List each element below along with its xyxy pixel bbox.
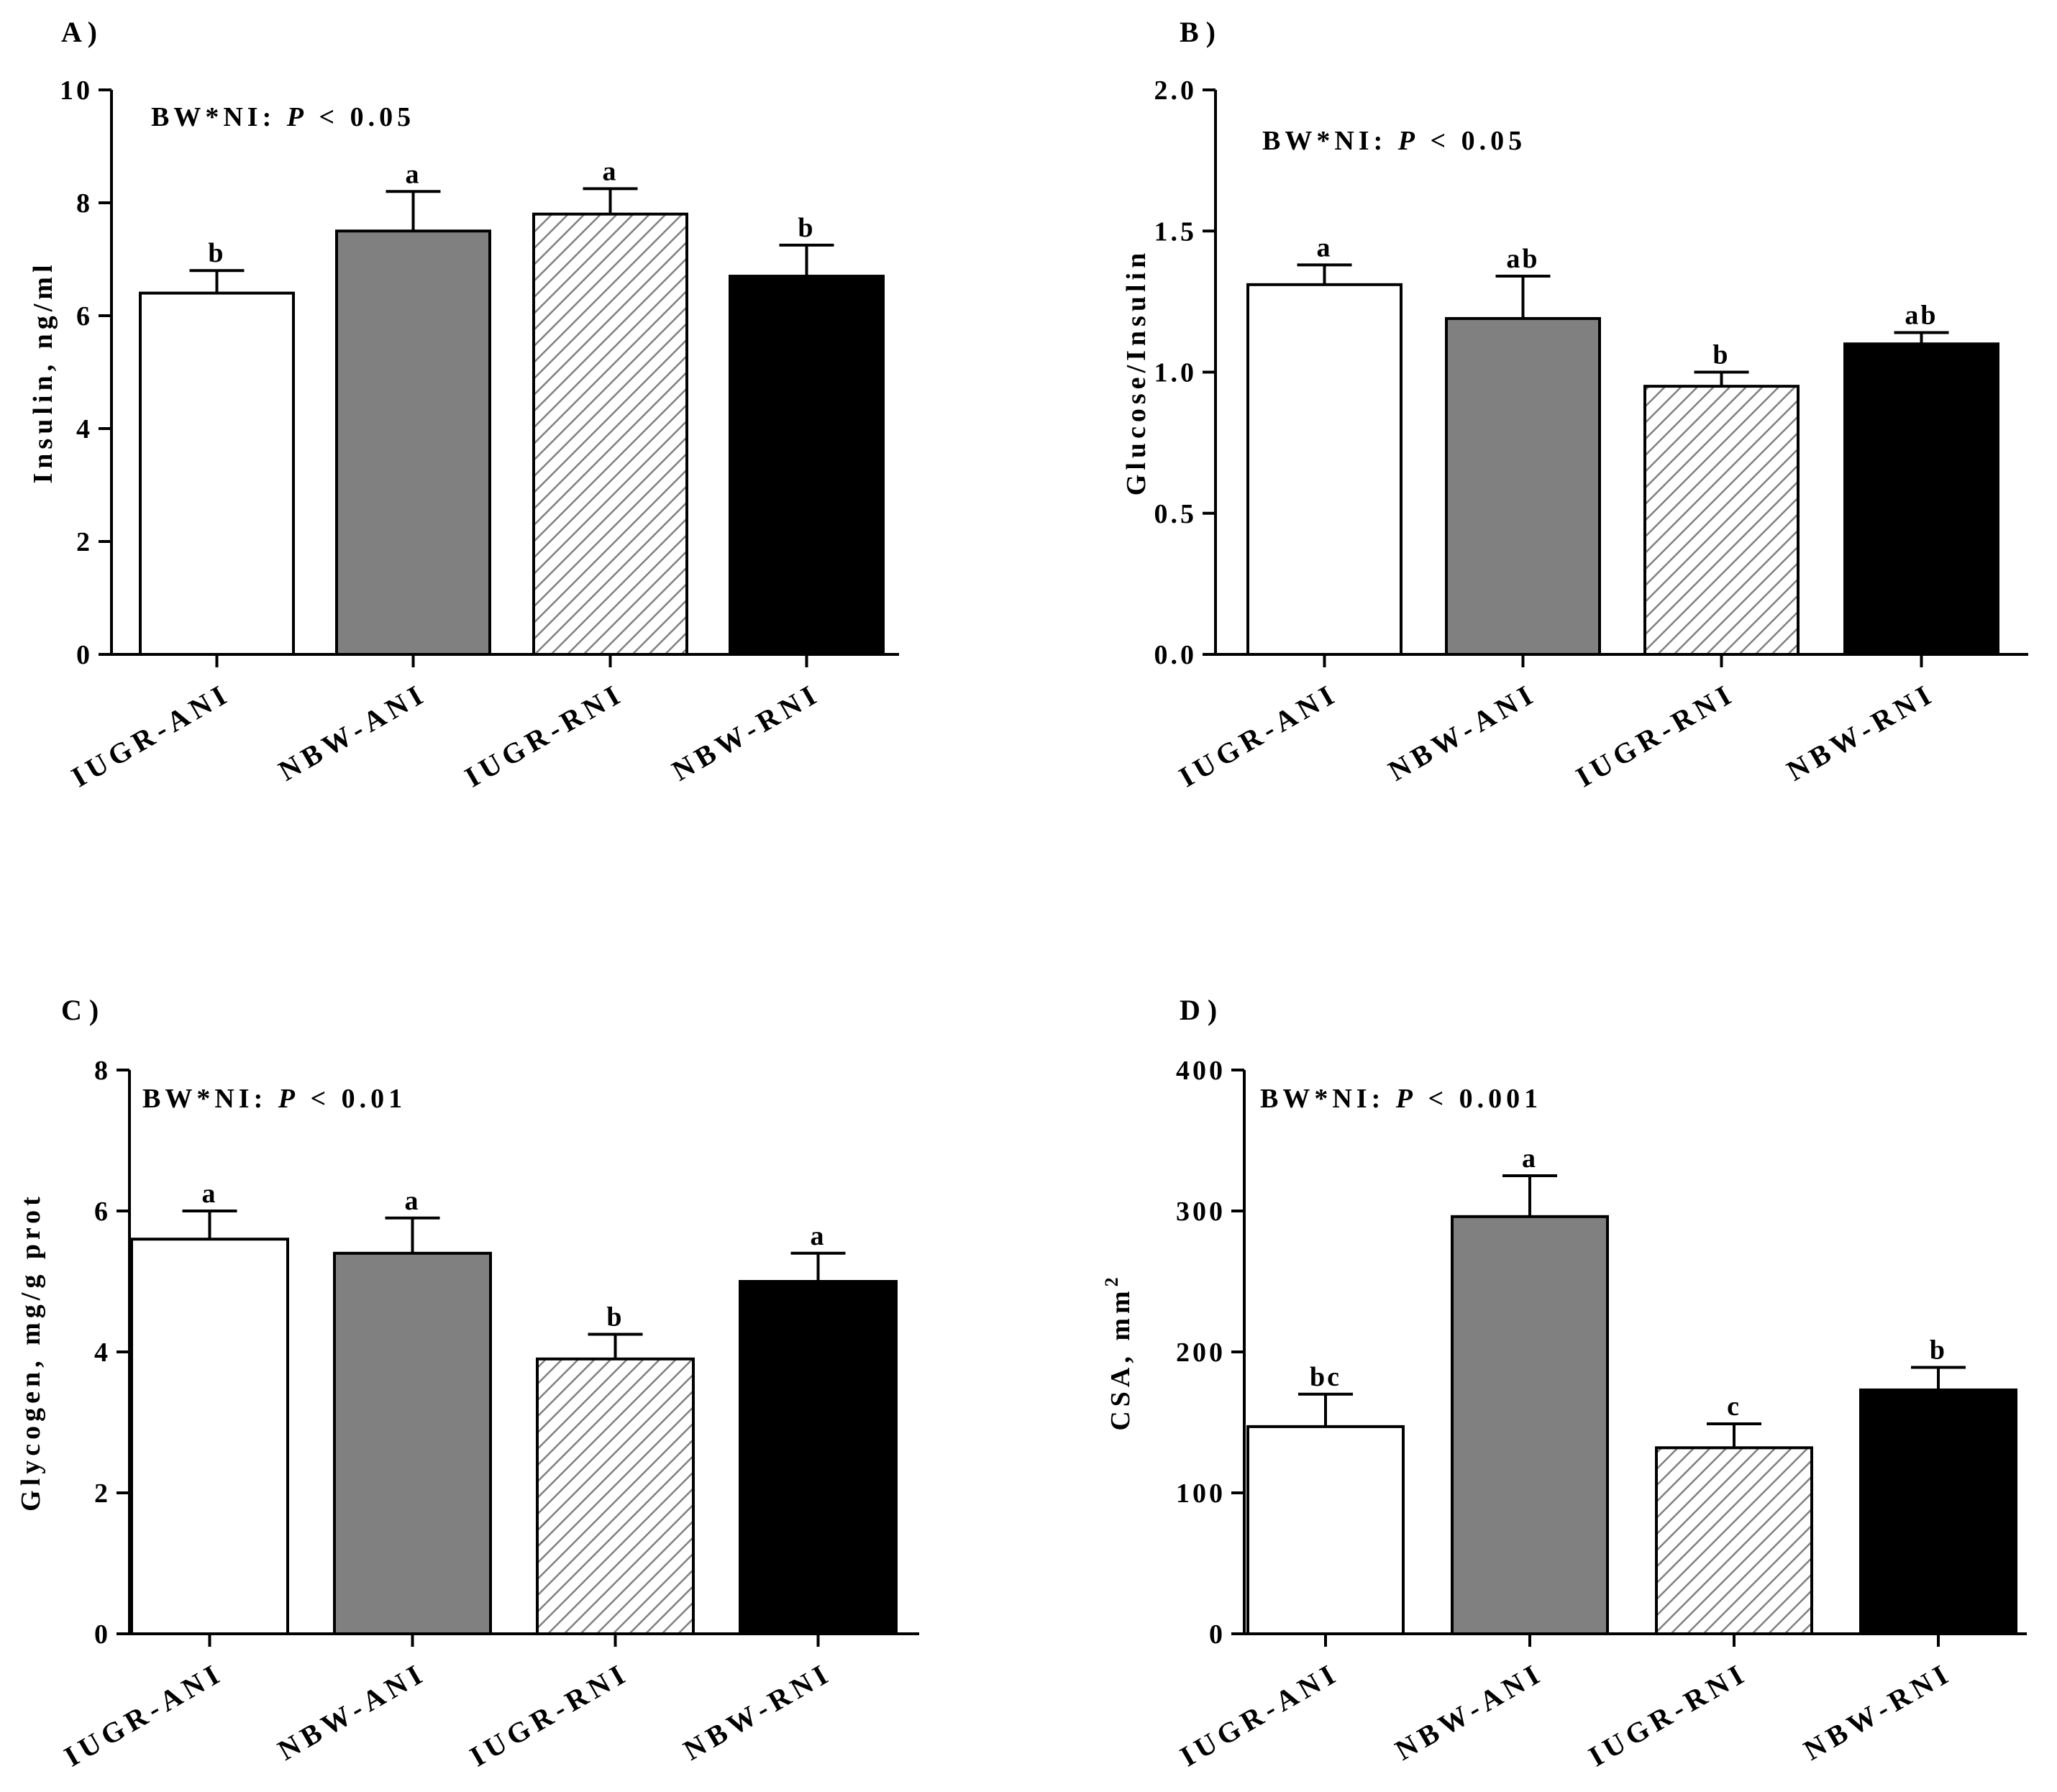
significance-letter: b: [1712, 340, 1730, 370]
bar-iugr-rni: [536, 1357, 695, 1636]
bar-iugr-ani: [1246, 1425, 1405, 1635]
y-tick-label: 0.5: [1154, 499, 1198, 529]
category-label: NBW-ANI: [273, 1656, 432, 1767]
y-tick-label: 0: [1209, 1619, 1226, 1650]
panel-label: C ): [61, 994, 99, 1026]
significance-letter: b: [798, 213, 815, 243]
category-label: IUGR-ANI: [1175, 1656, 1345, 1773]
y-axis-title: Glucose/Insulin: [1121, 249, 1151, 495]
significance-letter: ab: [1905, 301, 1938, 331]
significance-letter: a: [1522, 1143, 1538, 1174]
y-tick-label: 2: [94, 1478, 111, 1509]
category-label: IUGR-RNI: [1583, 1656, 1753, 1773]
y-tick-label: 1.5: [1154, 216, 1198, 247]
y-tick-label: 0.0: [1154, 640, 1198, 670]
significance-letter: a: [603, 156, 619, 186]
y-tick-label: 8: [94, 1056, 111, 1086]
bar-iugr-rni: [1655, 1446, 1813, 1636]
bar-nbw-ani: [1445, 316, 1601, 656]
significance-letter: b: [1930, 1335, 1947, 1366]
y-tick-label: 1.0: [1154, 358, 1198, 388]
bar-iugr-rni: [532, 212, 688, 656]
panel-label: D ): [1180, 994, 1217, 1026]
interaction-annotation: BW*NI: P < 0.01: [142, 1084, 406, 1114]
panel-d: D ) 0 100 200 300 400 CSA, mm2 BW*NI: P < 0.001…: [1101, 994, 2027, 1773]
category-label: IUGR-RNI: [464, 1656, 634, 1773]
panel-a: A ) 0 2 4 6 8 10 Insulin, ng/ml BW*NI: P < 0.05 b…: [28, 16, 899, 793]
bar-nbw-rni: [1859, 1388, 2017, 1636]
y-tick-label: 100: [1176, 1478, 1226, 1509]
category-label: NBW-ANI: [1383, 677, 1542, 787]
bar-iugr-ani: [139, 291, 295, 656]
y-tick-label: 6: [76, 301, 93, 332]
category-label: NBW-ANI: [273, 677, 432, 787]
y-axis-title: Glycogen, mg/g prot: [16, 1192, 46, 1512]
significance-letter: a: [405, 1186, 421, 1216]
category-label: IUGR-RNI: [1570, 677, 1741, 794]
y-tick-label: 10: [60, 76, 93, 106]
significance-letter: a: [202, 1179, 218, 1209]
significance-letter: c: [1727, 1391, 1741, 1422]
category-label: IUGR-ANI: [58, 1656, 229, 1773]
bar-iugr-ani: [130, 1238, 289, 1635]
significance-letter: a: [1317, 232, 1333, 262]
bar-nbw-rni: [729, 275, 885, 656]
bar-iugr-ani: [1246, 283, 1402, 656]
y-tick-label: 200: [1176, 1338, 1226, 1368]
category-label: NBW-RNI: [1782, 677, 1940, 787]
panel-c: C ) 0 2 4 6 8 Glycogen, mg/g prot BW*NI: P < 0.…: [16, 994, 919, 1773]
significance-letter: b: [606, 1302, 624, 1332]
y-tick-label: 6: [94, 1197, 111, 1227]
significance-letter: ab: [1506, 244, 1539, 274]
significance-letter: a: [811, 1221, 826, 1251]
y-axis-title: Insulin, ng/ml: [28, 261, 58, 484]
y-tick-label: 2.0: [1154, 76, 1198, 106]
y-tick-label: 0: [76, 640, 93, 670]
panel-b: B ) 0.0 0.5 1.0 1.5 2.0 Glucose/Insulin BW*NI: …: [1121, 16, 2028, 793]
category-label: IUGR-RNI: [459, 677, 629, 794]
interaction-annotation: BW*NI: P < 0.001: [1260, 1084, 1542, 1114]
y-tick-label: 4: [94, 1338, 111, 1368]
category-label: IUGR-ANI: [1173, 677, 1344, 794]
category-label: NBW-ANI: [1390, 1656, 1549, 1767]
bar-nbw-rni: [1843, 342, 1999, 656]
y-tick-label: 4: [76, 414, 93, 444]
panel-label: B ): [1180, 16, 1216, 48]
category-label: NBW-RNI: [667, 677, 826, 787]
y-tick-label: 0: [94, 1619, 111, 1650]
y-tick-label: 2: [76, 527, 93, 557]
y-axis-title-superscript: 2: [1101, 1273, 1122, 1286]
bar-nbw-rni: [739, 1280, 898, 1635]
interaction-annotation: BW*NI: P < 0.05: [1262, 126, 1526, 156]
category-label: IUGR-ANI: [65, 677, 236, 794]
bar-nbw-ani: [1451, 1215, 1609, 1635]
significance-letter: bc: [1310, 1362, 1341, 1392]
significance-letter: b: [208, 238, 225, 268]
significance-letter: a: [406, 159, 421, 189]
y-tick-label: 8: [76, 188, 93, 219]
y-axis-title: CSA, mm2: [1101, 1273, 1136, 1430]
bar-nbw-ani: [335, 229, 491, 656]
category-label: NBW-RNI: [678, 1656, 837, 1767]
y-tick-label: 300: [1176, 1197, 1226, 1227]
category-label: NBW-RNI: [1798, 1656, 1957, 1767]
interaction-annotation: BW*NI: P < 0.05: [151, 102, 415, 132]
panel-label: A ): [61, 16, 97, 48]
y-tick-label: 400: [1176, 1056, 1226, 1086]
bar-iugr-rni: [1643, 385, 1800, 656]
bar-nbw-ani: [333, 1251, 492, 1636]
